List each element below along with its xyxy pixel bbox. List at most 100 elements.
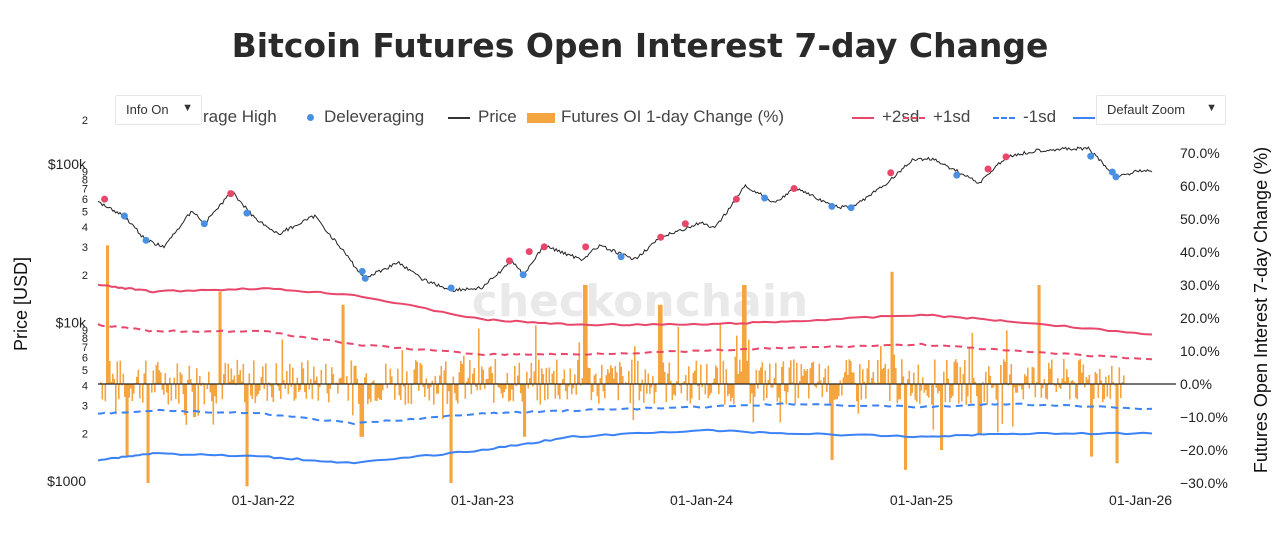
oi-change-bar: [1067, 377, 1070, 384]
leverage-high-point: [1002, 153, 1010, 161]
oi-change-bar: [179, 372, 182, 384]
oi-change-bar: [871, 378, 873, 384]
oi-change-bar: [769, 363, 771, 384]
oi-change-bar: [1084, 384, 1086, 388]
y-left-minor-tick: 9: [82, 166, 88, 178]
oi-change-bar: [395, 384, 398, 386]
oi-change-bar: [538, 359, 540, 384]
oi-change-bar: [214, 384, 216, 397]
legend-item[interactable]: -1sd: [993, 107, 1056, 127]
y-left-minor-tick: 6: [82, 353, 88, 365]
oi-change-bar: [272, 384, 275, 402]
deleveraging-point: [847, 204, 855, 212]
oi-change-bar: [977, 384, 980, 434]
oi-change-bar: [128, 384, 131, 398]
legend-item[interactable]: Price: [448, 107, 517, 127]
oi-change-bar: [970, 384, 972, 404]
chart-title: Bitcoin Futures Open Interest 7-day Chan…: [231, 26, 1049, 65]
oi-change-bar: [773, 377, 776, 384]
x-tick-label: 01-Jan-26: [1109, 492, 1172, 508]
oi-change-bar: [313, 366, 315, 384]
oi-change-bar: [419, 362, 422, 384]
oi-change-bar: [554, 384, 557, 399]
oi-change-bar: [943, 371, 945, 384]
oi-change-bar: [989, 375, 992, 384]
legend-item[interactable]: rage High: [203, 107, 277, 127]
oi-change-bar: [674, 384, 677, 396]
oi-change-bar: [827, 365, 830, 384]
oi-change-bar: [734, 356, 737, 384]
oi-change-bar: [203, 384, 206, 405]
oi-change-bar: [911, 384, 914, 393]
oi-change-bar: [503, 384, 506, 393]
oi-change-bar: [898, 384, 900, 400]
oi-change-bar: [763, 384, 765, 401]
oi-change-bar: [985, 371, 987, 384]
oi-change-bar: [119, 360, 122, 384]
oi-change-bar: [988, 366, 990, 384]
legend-item[interactable]: Futures OI 1-day Change (%): [527, 107, 784, 127]
oi-change-bar: [1048, 362, 1050, 384]
oi-change-bar: [959, 367, 962, 384]
legend-line-icon: [852, 116, 874, 119]
oi-change-bar: [613, 378, 615, 384]
oi-change-bar: [922, 377, 924, 384]
oi-change-bar: [376, 384, 378, 402]
y-right-tick-label: 20.0%: [1180, 310, 1220, 326]
oi-change-bar: [1076, 384, 1079, 400]
oi-change-bar: [1070, 380, 1073, 384]
oi-change-bar: [1021, 384, 1023, 390]
oi-change-bar: [976, 384, 978, 397]
oi-change-bar: [424, 384, 426, 397]
oi-change-bar: [316, 376, 318, 384]
y-left-minor-tick: 7: [82, 184, 88, 196]
oi-change-bar: [196, 368, 198, 384]
oi-change-bar: [365, 373, 368, 384]
oi-change-bar: [335, 382, 338, 384]
legend-line-icon: [1073, 116, 1095, 119]
oi-change-bar: [275, 363, 278, 384]
oi-change-bar: [808, 384, 810, 399]
oi-change-bar: [248, 373, 251, 384]
oi-change-bar: [494, 358, 497, 384]
oi-change-bar: [878, 382, 881, 384]
oi-change-bar: [467, 377, 470, 384]
legend-item[interactable]: Deleveraging: [307, 107, 424, 127]
oi-change-bar: [602, 384, 605, 392]
oi-change-bar: [637, 360, 639, 384]
oi-change-bar: [356, 378, 359, 384]
y-left-minor-tick: 8: [82, 333, 88, 345]
oi-change-bar: [164, 373, 167, 384]
legend-item[interactable]: +1sd: [903, 107, 970, 127]
deleveraging-point: [617, 253, 625, 261]
oi-change-bar: [952, 384, 954, 396]
oi-change-bar: [373, 380, 375, 384]
oi-change-bar: [1022, 384, 1025, 400]
oi-change-bar: [115, 384, 117, 415]
oi-change-bar: [845, 360, 848, 384]
oi-change-bar: [422, 384, 425, 388]
oi-change-bar: [475, 384, 477, 387]
oi-change-bar: [863, 381, 866, 384]
oi-change-bar: [110, 381, 113, 384]
oi-change-bar: [974, 381, 977, 384]
oi-change-bar: [557, 384, 560, 396]
oi-change-bar: [358, 384, 360, 404]
oi-change-bar: [160, 372, 162, 384]
oi-change-bar: [742, 285, 744, 384]
oi-change-bar: [131, 384, 134, 402]
leverage-high-point: [887, 169, 895, 177]
oi-change-bar: [329, 384, 332, 389]
info-toggle-dropdown[interactable]: Info On ▼: [115, 95, 202, 125]
oi-change-bar: [530, 362, 533, 384]
legend-item[interactable]: +2sd: [852, 107, 919, 127]
oi-change-bar: [764, 370, 767, 384]
legend-item[interactable]: [1073, 107, 1103, 127]
oi-change-bar: [223, 374, 225, 384]
oi-change-bar: [118, 384, 120, 400]
oi-change-bar: [152, 370, 155, 384]
oi-change-bar: [1108, 375, 1110, 384]
oi-change-bar: [346, 376, 348, 384]
zoom-dropdown[interactable]: Default Zoom ▼: [1096, 95, 1226, 125]
